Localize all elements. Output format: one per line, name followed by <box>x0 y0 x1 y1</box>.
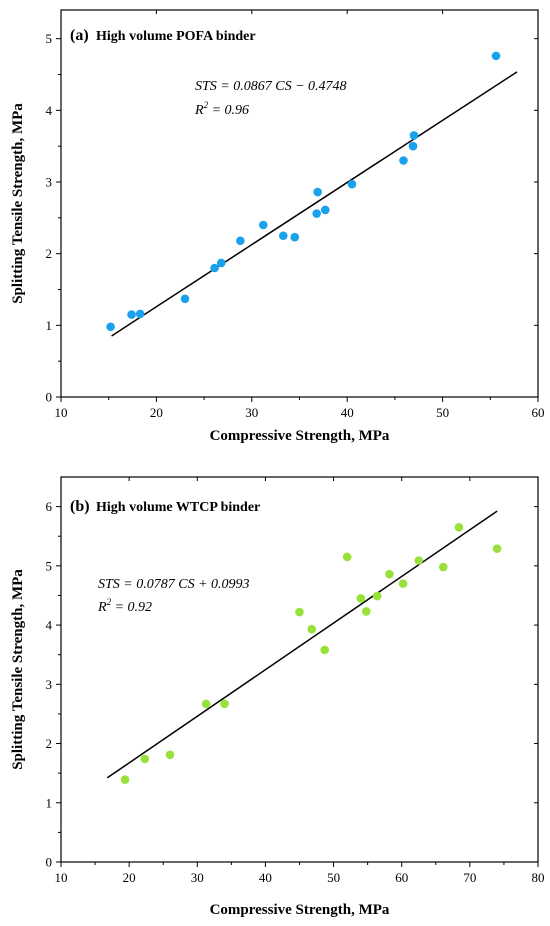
y-tick-label: 4 <box>46 103 53 118</box>
data-point <box>236 236 245 246</box>
data-point <box>492 544 502 553</box>
y-tick-label: 2 <box>46 246 53 261</box>
plot-frame <box>60 476 539 863</box>
data-point <box>342 552 352 562</box>
y-tick-label: 0 <box>46 855 53 870</box>
data-point <box>408 141 418 151</box>
data-point <box>127 310 136 319</box>
x-tick-label: 60 <box>532 405 545 420</box>
x-tick-label: 60 <box>395 870 408 885</box>
chart-panel-a: 10 20 30 40 50 60 0 1 2 3 4 5 Compressive Strength, … <box>10 9 545 444</box>
y-tick-label: 6 <box>46 499 53 514</box>
data-point <box>313 187 322 197</box>
x-axis-title: Compressive Strength, MPa <box>210 902 390 918</box>
x-tick-label: 20 <box>123 870 136 885</box>
data-point <box>135 309 145 319</box>
regression-equation: STS = 0.0787 CS + 0.0993 <box>98 577 250 592</box>
y-axis-title: Splitting Tensile Strength, MPa <box>10 103 26 304</box>
data-point <box>307 624 317 634</box>
data-point <box>399 156 408 165</box>
data-point <box>312 209 321 218</box>
data-point <box>356 594 366 603</box>
y-tick-label: 0 <box>46 390 53 405</box>
panel-tag: (b) <box>70 498 90 515</box>
x-tick-label: 20 <box>150 405 163 420</box>
data-point <box>201 699 211 709</box>
x-tick-label: 10 <box>55 405 68 420</box>
y-tick-label: 1 <box>46 318 53 333</box>
data-point <box>491 51 501 61</box>
r-squared-value: = 0.92 <box>111 600 152 615</box>
data-point <box>220 699 229 709</box>
data-point <box>165 750 175 760</box>
data-point <box>295 607 304 617</box>
r-squared-exponent: 2 <box>204 100 209 110</box>
chart-panel-b: 10 20 30 40 50 60 70 80 0 1 2 3 4 5 6 Compressive Stren… <box>10 476 545 918</box>
data-point <box>385 569 394 579</box>
data-point <box>347 179 357 189</box>
data-point <box>140 754 150 764</box>
data-point <box>120 775 130 784</box>
data-point <box>210 263 219 273</box>
r-squared-label: R2 = 0.96 <box>194 100 249 118</box>
panel-tag: (a) <box>70 27 89 44</box>
data-point <box>409 131 419 140</box>
plot-frame <box>60 9 539 398</box>
x-tick-label: 40 <box>341 405 354 420</box>
chart-title: High volume POFA binder <box>96 29 256 44</box>
data-point <box>216 258 226 268</box>
data-point <box>414 556 424 565</box>
r-squared-exponent: 2 <box>107 597 112 607</box>
r-squared-label: R2 = 0.92 <box>97 597 152 615</box>
r-squared-base: R <box>97 600 107 615</box>
data-point <box>398 579 408 588</box>
x-tick-label: 10 <box>55 870 68 885</box>
x-axis-title: Compressive Strength, MPa <box>210 428 390 444</box>
data-point <box>454 523 464 532</box>
x-tick-label: 50 <box>436 405 449 420</box>
x-tick-label: 70 <box>463 870 476 885</box>
x-tick-label: 30 <box>191 870 204 885</box>
regression-line <box>106 510 498 779</box>
x-tick-label: 40 <box>259 870 272 885</box>
r-squared-base: R <box>194 103 204 118</box>
data-point <box>278 231 288 241</box>
data-point <box>180 294 190 304</box>
y-tick-label: 5 <box>46 558 53 573</box>
data-point <box>290 232 300 242</box>
regression-equation: STS = 0.0867 CS − 0.4748 <box>195 79 347 94</box>
data-point <box>372 591 382 601</box>
data-point <box>320 645 330 655</box>
y-tick-label: 1 <box>46 795 53 810</box>
y-axis-title: Splitting Tensile Strength, MPa <box>10 569 26 770</box>
data-point <box>320 205 330 215</box>
x-tick-label: 30 <box>245 405 258 420</box>
y-tick-label: 3 <box>46 677 53 692</box>
data-point <box>258 220 268 230</box>
r-squared-value: = 0.96 <box>208 103 249 118</box>
y-tick-label: 2 <box>46 736 53 751</box>
y-tick-label: 4 <box>46 618 53 633</box>
data-point <box>361 607 371 616</box>
x-tick-label: 50 <box>327 870 340 885</box>
y-tick-label: 3 <box>46 175 53 190</box>
regression-line <box>111 71 518 337</box>
x-tick-label: 80 <box>532 870 545 885</box>
data-point <box>438 562 448 572</box>
chart-title: High volume WTCP binder <box>96 500 260 515</box>
y-tick-label: 5 <box>46 31 53 46</box>
data-point <box>106 322 115 332</box>
